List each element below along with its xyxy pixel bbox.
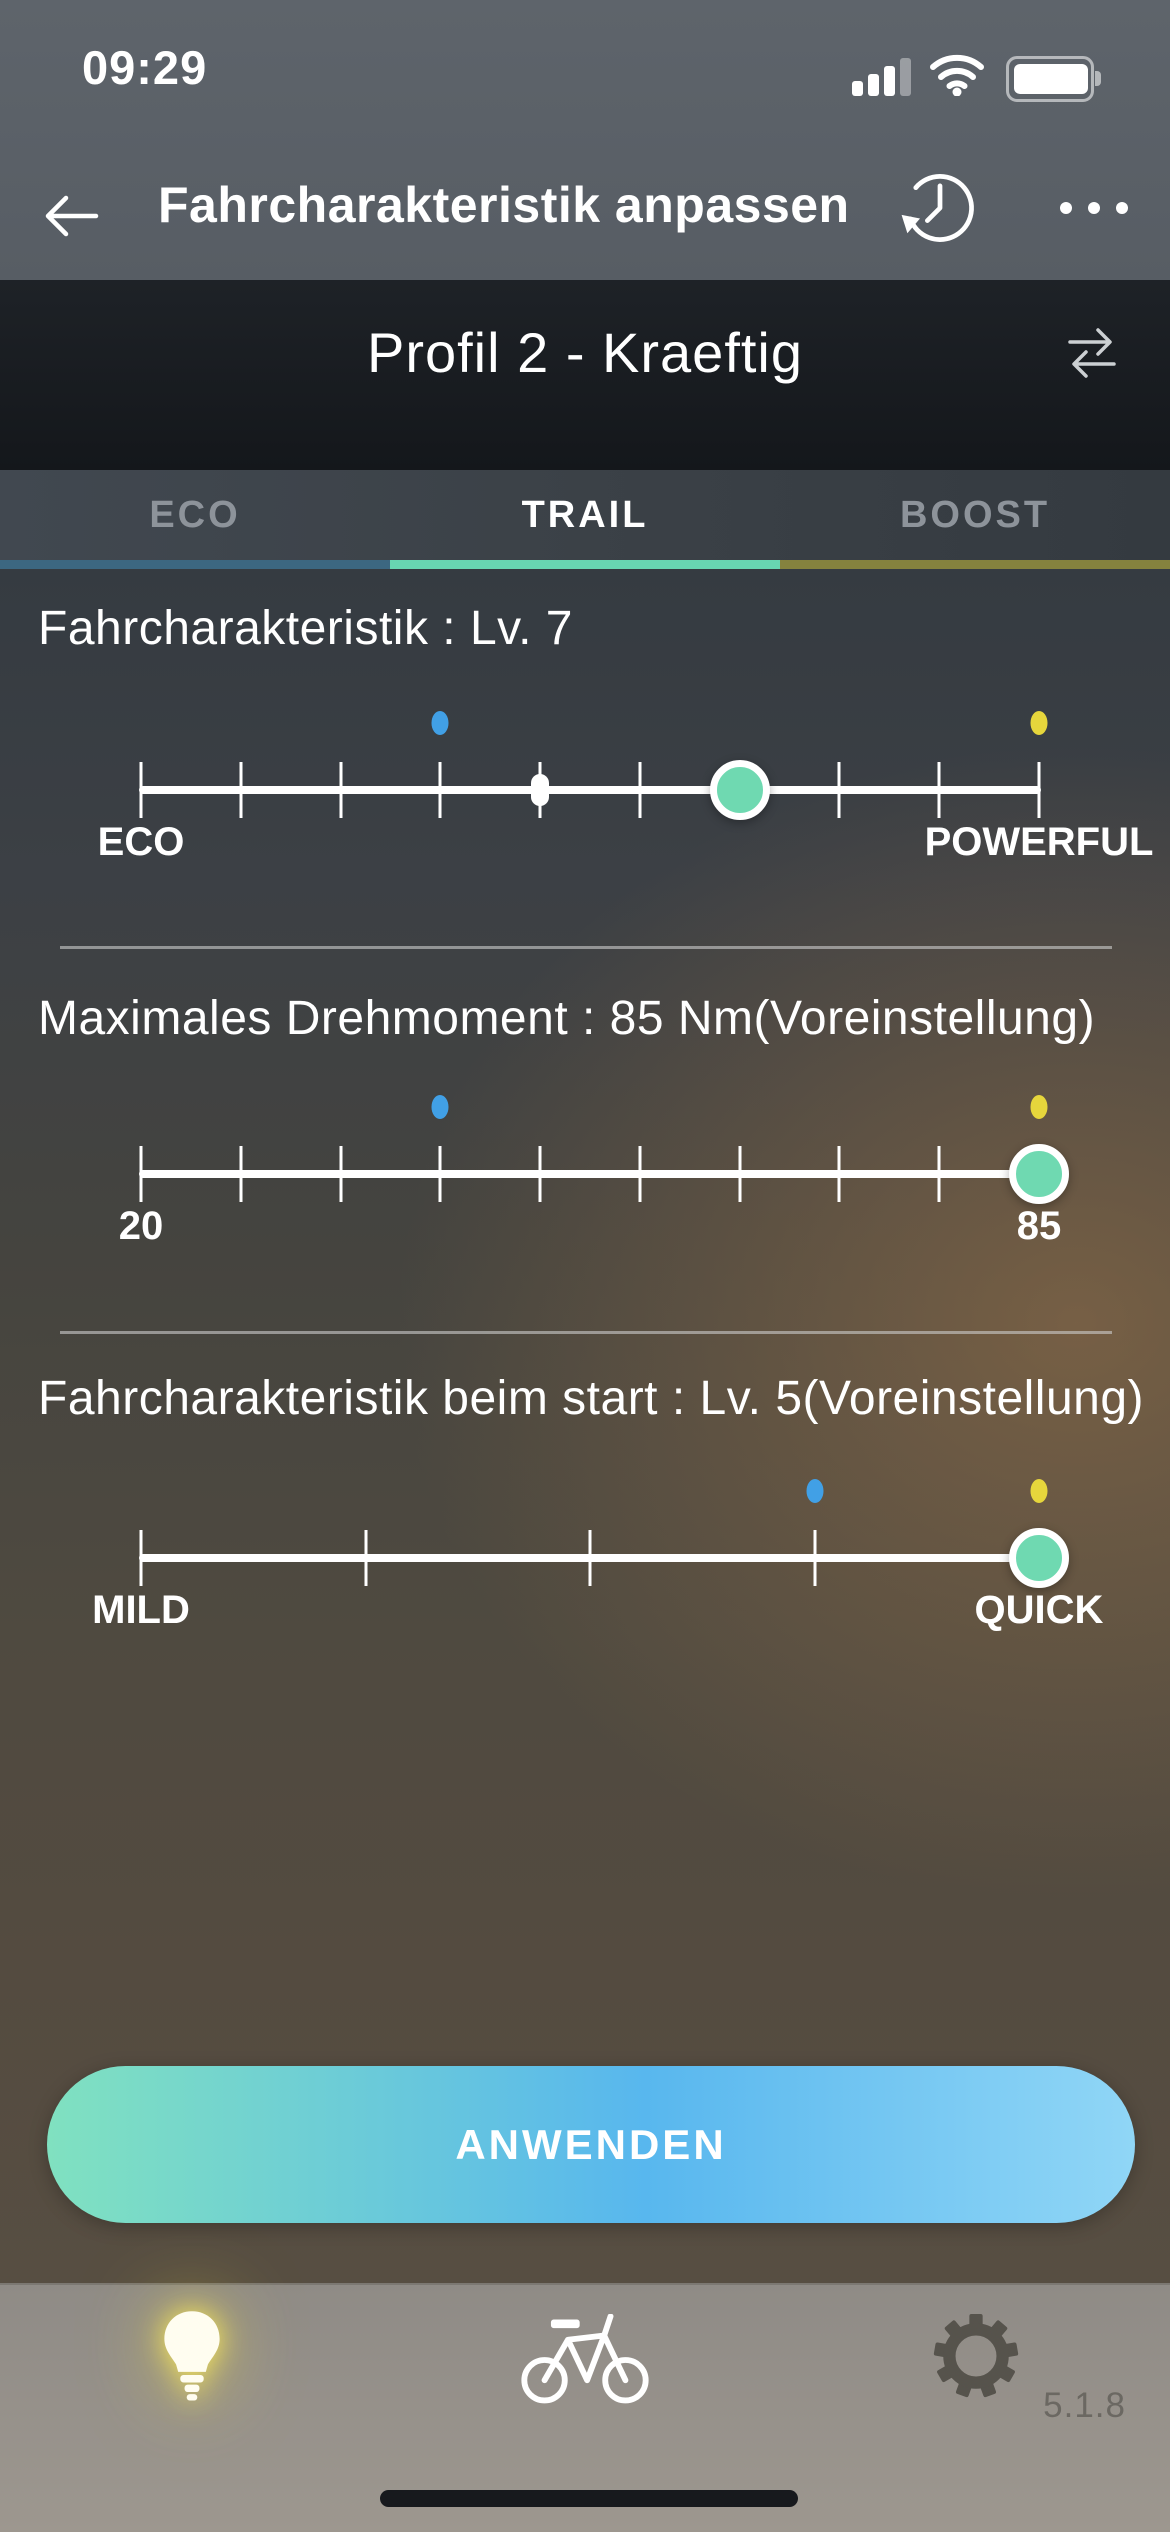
battery-icon (1006, 56, 1101, 102)
slider-handle[interactable] (1009, 1528, 1069, 1588)
top-bar: 09:29 Fahrcharakteristik anpassen (0, 0, 1170, 280)
slider-handle[interactable] (709, 760, 770, 820)
tab-underline-strip (0, 560, 1170, 569)
slider-track[interactable] (139, 786, 1041, 794)
back-button[interactable] (40, 190, 102, 242)
tab-underline-trail (390, 560, 780, 569)
page-title: Fahrcharakteristik anpassen (158, 177, 850, 233)
slider-tick (937, 762, 941, 818)
slider-tick (813, 1530, 816, 1586)
section-divider (60, 946, 1112, 949)
tab-underline-boost (780, 560, 1170, 569)
slider-min-label: MILD (92, 1588, 190, 1632)
slider-1-title: Fahrcharakteristik : Lv. 7 (38, 602, 573, 655)
content-background (0, 569, 1170, 2283)
slider-2-title: Maximales Drehmoment : 85 Nm(Voreinstell… (38, 992, 1096, 1045)
tab-trail[interactable]: TRAIL (521, 493, 649, 536)
start-characteristic-slider[interactable]: MILD QUICK (92, 1468, 1103, 1638)
slider-handle[interactable] (1009, 1144, 1069, 1204)
slider-tick (239, 1146, 243, 1202)
slider-max-label: 85 (1016, 1204, 1062, 1248)
slider-tick (837, 762, 841, 818)
slider-tick (538, 1146, 542, 1202)
profile-title: Profil 2 - Kraeftig (366, 321, 804, 384)
slider-tick (139, 762, 143, 818)
ellipsis-menu-button[interactable] (1044, 182, 1144, 234)
profile-panel: Profil 2 - Kraeftig (0, 280, 1170, 470)
boost-level-marker-dot (1030, 1479, 1048, 1503)
bicycle-icon[interactable] (519, 2313, 651, 2406)
app-version: 5.1.8 (1043, 2386, 1126, 2425)
slider-tick (139, 1530, 143, 1586)
slider-min-label: ECO (97, 820, 185, 864)
slider-tick (937, 1146, 941, 1202)
apply-button[interactable]: ANWENDEN (47, 2066, 1135, 2223)
slider-tick (139, 1146, 143, 1202)
eco-level-marker-dot (431, 711, 449, 735)
slider-tick (837, 1146, 841, 1202)
slider-tick (364, 1530, 367, 1586)
eco-level-marker-dot (806, 1479, 823, 1503)
slider-max-label: POWERFUL (924, 820, 1154, 864)
section-divider (60, 1331, 1112, 1334)
status-time: 09:29 (82, 41, 208, 94)
preset-default-dot (531, 774, 550, 806)
max-torque-slider[interactable]: 20 85 (119, 1084, 1069, 1254)
gear-settings-icon[interactable] (932, 2312, 1020, 2400)
assist-level-slider[interactable]: ECO POWERFUL (98, 700, 1153, 870)
tab-eco[interactable]: ECO (149, 493, 241, 536)
cellular-signal-icon (852, 56, 918, 96)
slider-tick (638, 762, 642, 818)
swap-profile-icon[interactable] (1062, 322, 1122, 384)
home-indicator[interactable] (380, 2490, 798, 2507)
slider-track[interactable] (139, 1170, 1041, 1178)
slider-tick (339, 1146, 343, 1202)
slider-min-label: 20 (118, 1204, 164, 1248)
tab-boost[interactable]: BOOST (899, 493, 1051, 536)
lightbulb-icon[interactable] (158, 2308, 226, 2408)
slider-max-label: QUICK (974, 1588, 1104, 1632)
slider-tick (438, 762, 442, 818)
slider-tick (1037, 762, 1041, 818)
history-restore-icon[interactable] (900, 168, 980, 248)
slider-tick (638, 1146, 642, 1202)
boost-level-marker-dot (1030, 1095, 1048, 1119)
slider-3-title: Fahrcharakteristik beim start : Lv. 5(Vo… (38, 1372, 1145, 1425)
eco-level-marker-dot (431, 1095, 449, 1119)
slider-tick (339, 762, 343, 818)
assist-mode-tabs: ECO TRAIL BOOST (0, 470, 1170, 560)
tab-underline-eco (0, 560, 390, 569)
boost-level-marker-dot (1030, 711, 1048, 735)
slider-tick (438, 1146, 442, 1202)
slider-tick (588, 1530, 592, 1586)
wifi-icon (928, 52, 986, 101)
slider-tick (738, 1146, 742, 1202)
slider-tick (239, 762, 243, 818)
